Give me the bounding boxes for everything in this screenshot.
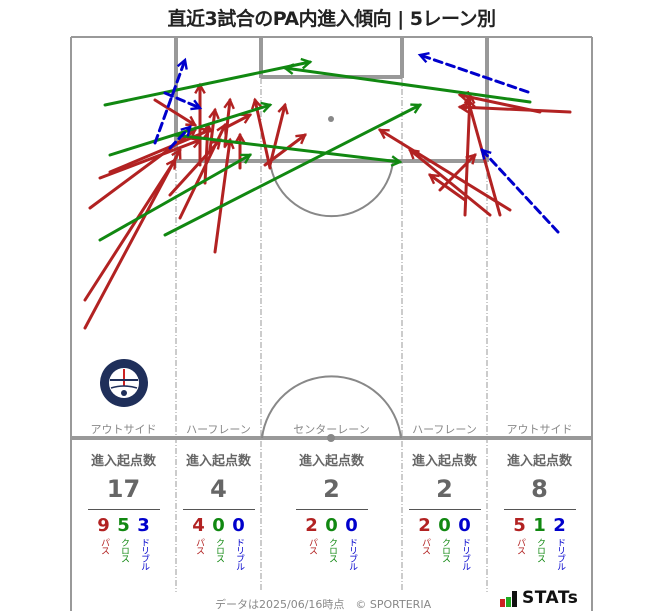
- cross-count: 0: [438, 515, 451, 536]
- cross-label: クロス: [119, 538, 129, 562]
- cross-label: クロス: [535, 538, 545, 562]
- pass-count: 2: [418, 515, 431, 536]
- pass-arrow: [223, 97, 235, 147]
- pass-arrow: [98, 137, 203, 180]
- pass-arrow: [457, 101, 572, 114]
- pass-arrow: [168, 138, 222, 197]
- pass-count: 5: [513, 515, 526, 536]
- pass-label: パス: [99, 538, 109, 554]
- pass-arrow: [408, 148, 492, 217]
- entry-count-heading: 進入起点数: [298, 454, 364, 469]
- divider: [408, 509, 481, 510]
- cross-count: 5: [117, 515, 130, 536]
- pass-count: 9: [97, 515, 110, 536]
- pass-arrow: [457, 90, 542, 114]
- dribble-arrow: [168, 125, 192, 150]
- cross-arrow: [108, 101, 273, 157]
- dribble-arrow: [153, 57, 188, 145]
- lane-label-outside-right: アウトサイド: [506, 423, 573, 436]
- pass-arrow: [153, 98, 198, 127]
- entry-count-heading: 進入起点数: [185, 454, 251, 469]
- pass-arrow: [438, 153, 477, 192]
- entry-count-heading: 進入起点数: [506, 454, 572, 469]
- cross-count: 1: [533, 515, 546, 536]
- dribble-arrow: [480, 148, 560, 234]
- pass-count: 4: [192, 515, 205, 536]
- pass-arrow: [463, 92, 476, 217]
- lane-stats-halflane-right: 進入起点数 2 2 パス 0 クロス 0 ドリブル: [402, 450, 487, 570]
- pass-arrow: [263, 133, 307, 167]
- pass-label: パス: [307, 538, 317, 554]
- dribble-arrow: [163, 91, 203, 111]
- cross-arrow: [163, 103, 423, 237]
- pass-label: パス: [515, 538, 525, 554]
- cross-label: クロス: [327, 538, 337, 562]
- pass-arrow: [250, 97, 272, 170]
- dribble-label: ドリブル: [555, 538, 565, 570]
- pass-arrow: [428, 173, 467, 202]
- entry-count-heading: 進入起点数: [411, 454, 477, 469]
- entry-count-heading: 進入起点数: [90, 454, 156, 469]
- lane-label-halflane-left: ハーフレーン: [186, 423, 251, 436]
- entry-total: 2: [323, 475, 340, 503]
- divider: [87, 509, 160, 510]
- dribble-count: 2: [553, 515, 566, 536]
- lane-stats-center: 進入起点数 2 2 パス 0 クロス 0 ドリブル: [261, 450, 402, 570]
- divider: [182, 509, 255, 510]
- cross-label: クロス: [214, 538, 224, 562]
- pass-arrow: [83, 157, 177, 302]
- logo-bar-black: [512, 591, 517, 607]
- pass-label: パス: [194, 538, 204, 554]
- cross-arrows: [98, 57, 532, 242]
- cross-arrow: [103, 57, 313, 107]
- lane-label-halflane-right: ハーフレーン: [412, 423, 477, 436]
- dribble-arrow: [417, 52, 530, 94]
- pass-arrow: [268, 102, 289, 167]
- dribble-count: 0: [232, 515, 245, 536]
- stats-brand-text: STATs: [522, 588, 579, 608]
- lane-label-outside-left: アウトサイド: [90, 423, 157, 436]
- logo-bar-green: [506, 597, 511, 607]
- lane-label-center: センターレーン: [293, 423, 370, 436]
- dribble-label: ドリブル: [234, 538, 244, 570]
- dribble-label: ドリブル: [460, 538, 470, 570]
- pass-arrow: [377, 128, 512, 212]
- pass-arrow: [213, 137, 235, 254]
- team-logo: [100, 359, 148, 407]
- dribble-count: 3: [137, 515, 150, 536]
- entry-total: 17: [106, 475, 141, 503]
- lane-stats-outside-left: 進入起点数 17 9 パス 5 クロス 3 ドリブル: [71, 450, 176, 570]
- data-date-note: データは2025/06/16時点 © SPORTERIA: [215, 598, 432, 611]
- divider: [503, 509, 576, 510]
- stats-brand-logo: STATs: [500, 590, 578, 607]
- pass-count: 2: [305, 515, 318, 536]
- pass-arrow: [223, 113, 253, 130]
- logo-bar-red: [500, 599, 505, 607]
- pass-label: パス: [420, 538, 430, 554]
- cross-count: 0: [325, 515, 338, 536]
- entry-total: 4: [210, 475, 227, 503]
- cross-count: 0: [212, 515, 225, 536]
- dribble-count: 0: [345, 515, 358, 536]
- entry-total: 2: [436, 475, 453, 503]
- cross-label: クロス: [440, 538, 450, 562]
- cross-arrow: [282, 63, 532, 104]
- chart-title: 直近3試合のPA内進入傾向 | 5レーン別: [167, 8, 496, 30]
- divider: [295, 509, 368, 510]
- entry-total: 8: [531, 475, 548, 503]
- lane-stats-outside-right: 進入起点数 8 5 パス 1 クロス 2 ドリブル: [487, 450, 592, 570]
- lane-stats-halflane-left: 進入起点数 4 4 パス 0 クロス 0 ドリブル: [176, 450, 261, 570]
- dribble-count: 0: [458, 515, 471, 536]
- dribble-label: ドリブル: [347, 538, 357, 570]
- cross-arrow: [98, 153, 253, 242]
- dribble-arrows: [153, 52, 560, 234]
- pitch-lines: [70, 36, 593, 611]
- dribble-label: ドリブル: [139, 538, 149, 570]
- cross-arrow: [173, 133, 403, 167]
- pass-arrow: [83, 147, 182, 330]
